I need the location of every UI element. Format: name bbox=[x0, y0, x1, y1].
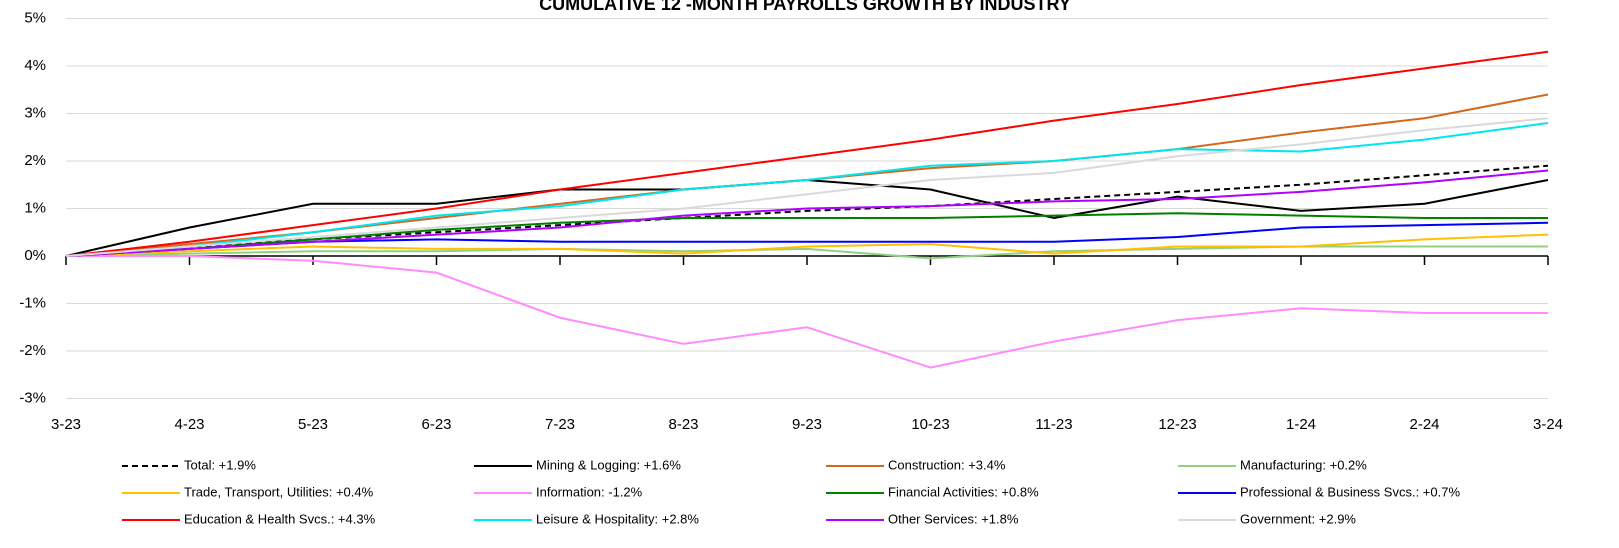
series-line bbox=[65, 212, 1548, 257]
legend-label: Government: +2.9% bbox=[1240, 511, 1356, 526]
y-tick-label: 0% bbox=[24, 247, 46, 264]
legend-label: Total: +1.9% bbox=[184, 457, 256, 472]
x-tick-label: 5-23 bbox=[298, 416, 328, 433]
series-line bbox=[65, 122, 1549, 257]
series-line bbox=[65, 117, 1549, 257]
x-tick-label: 3-23 bbox=[51, 416, 81, 433]
x-tick-label: 7-23 bbox=[545, 416, 575, 433]
y-tick-label: 2% bbox=[24, 152, 46, 169]
series-line bbox=[65, 164, 1549, 257]
y-tick-label: -3% bbox=[19, 389, 46, 406]
legend-label: Professional & Business Svcs.: +0.7% bbox=[1240, 484, 1460, 499]
y-tick-label: -1% bbox=[19, 294, 46, 311]
y-tick-label: 3% bbox=[24, 104, 46, 121]
legend-label: Education & Health Svcs.: +4.3% bbox=[184, 511, 376, 526]
legend-label: Leisure & Hospitality: +2.8% bbox=[536, 511, 699, 526]
x-tick-label: 6-23 bbox=[421, 416, 451, 433]
series-line bbox=[66, 255, 1548, 369]
x-tick-label: 11-23 bbox=[1035, 416, 1072, 433]
y-tick-label: 5% bbox=[24, 9, 46, 26]
x-tick-label: 9-23 bbox=[792, 416, 822, 433]
legend-label: Other Services: +1.8% bbox=[888, 511, 1019, 526]
legend-label: Financial Activities: +0.8% bbox=[888, 484, 1039, 499]
chart-title: CUMULATIVE 12 -MONTH PAYROLLS GROWTH BY … bbox=[539, 0, 1071, 14]
x-tick-label: 3-24 bbox=[1533, 416, 1563, 433]
series-line bbox=[65, 233, 1549, 257]
x-tick-label: 4-23 bbox=[174, 416, 204, 433]
x-tick-label: 1-24 bbox=[1286, 416, 1316, 433]
x-tick-label: 2-24 bbox=[1409, 416, 1439, 433]
series-line bbox=[65, 50, 1549, 257]
y-tick-label: 4% bbox=[24, 57, 46, 74]
series-line bbox=[65, 93, 1549, 257]
legend-label: Trade, Transport, Utilities: +0.4% bbox=[184, 484, 374, 499]
legend-label: Information: -1.2% bbox=[536, 484, 643, 499]
x-tick-label: 8-23 bbox=[668, 416, 698, 433]
y-tick-label: 1% bbox=[24, 199, 46, 216]
x-tick-label: 10-23 bbox=[911, 416, 949, 433]
legend-label: Construction: +3.4% bbox=[888, 457, 1006, 472]
y-tick-label: -2% bbox=[19, 342, 46, 359]
legend-label: Manufacturing: +0.2% bbox=[1240, 457, 1367, 472]
series-line bbox=[65, 169, 1549, 257]
x-tick-label: 12-23 bbox=[1158, 416, 1196, 433]
legend-label: Mining & Logging: +1.6% bbox=[536, 457, 681, 472]
